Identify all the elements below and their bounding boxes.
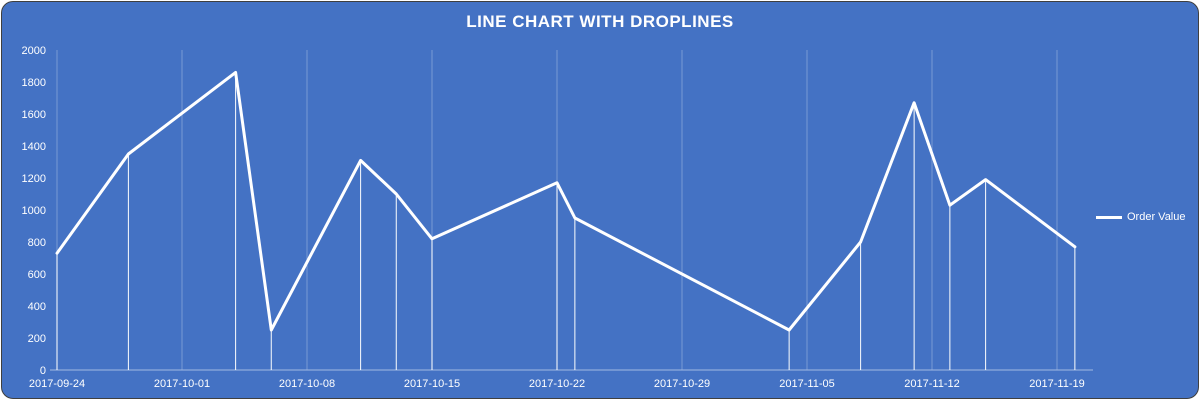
y-tick-label: 400: [28, 301, 46, 313]
legend-line-icon: [1096, 215, 1122, 219]
x-tick-label: 2017-10-01: [154, 378, 210, 390]
y-tick-label: 600: [28, 269, 46, 281]
y-tick-label: 1200: [22, 173, 46, 185]
x-tick-label: 2017-10-15: [404, 378, 460, 390]
legend-label: Order Value: [1127, 211, 1186, 223]
x-tick-label: 2017-11-12: [904, 378, 959, 390]
x-tick-label: 2017-11-05: [779, 378, 834, 390]
y-tick-label: 1600: [22, 109, 46, 121]
series-line: [55, 70, 1077, 332]
y-tick-label: 1400: [22, 141, 46, 153]
x-tick-label: 2017-10-22: [529, 378, 585, 390]
x-tick-label: 2017-10-29: [654, 378, 710, 390]
y-tick-label: 1800: [22, 77, 46, 89]
legend[interactable]: Order Value: [1096, 211, 1186, 223]
y-tick-label: 2000: [22, 45, 46, 57]
x-tick-label: 2017-10-08: [279, 378, 335, 390]
y-tick-label: 800: [28, 237, 46, 249]
x-tick-label: 2017-11-19: [1029, 378, 1084, 390]
chart-title: LINE CHART WITH DROPLINES: [466, 12, 734, 31]
y-tick-label: 1000: [22, 205, 46, 217]
x-tick-label: 2017-09-24: [29, 378, 85, 390]
y-tick-label: 200: [28, 333, 46, 345]
y-tick-label: 0: [40, 365, 46, 377]
